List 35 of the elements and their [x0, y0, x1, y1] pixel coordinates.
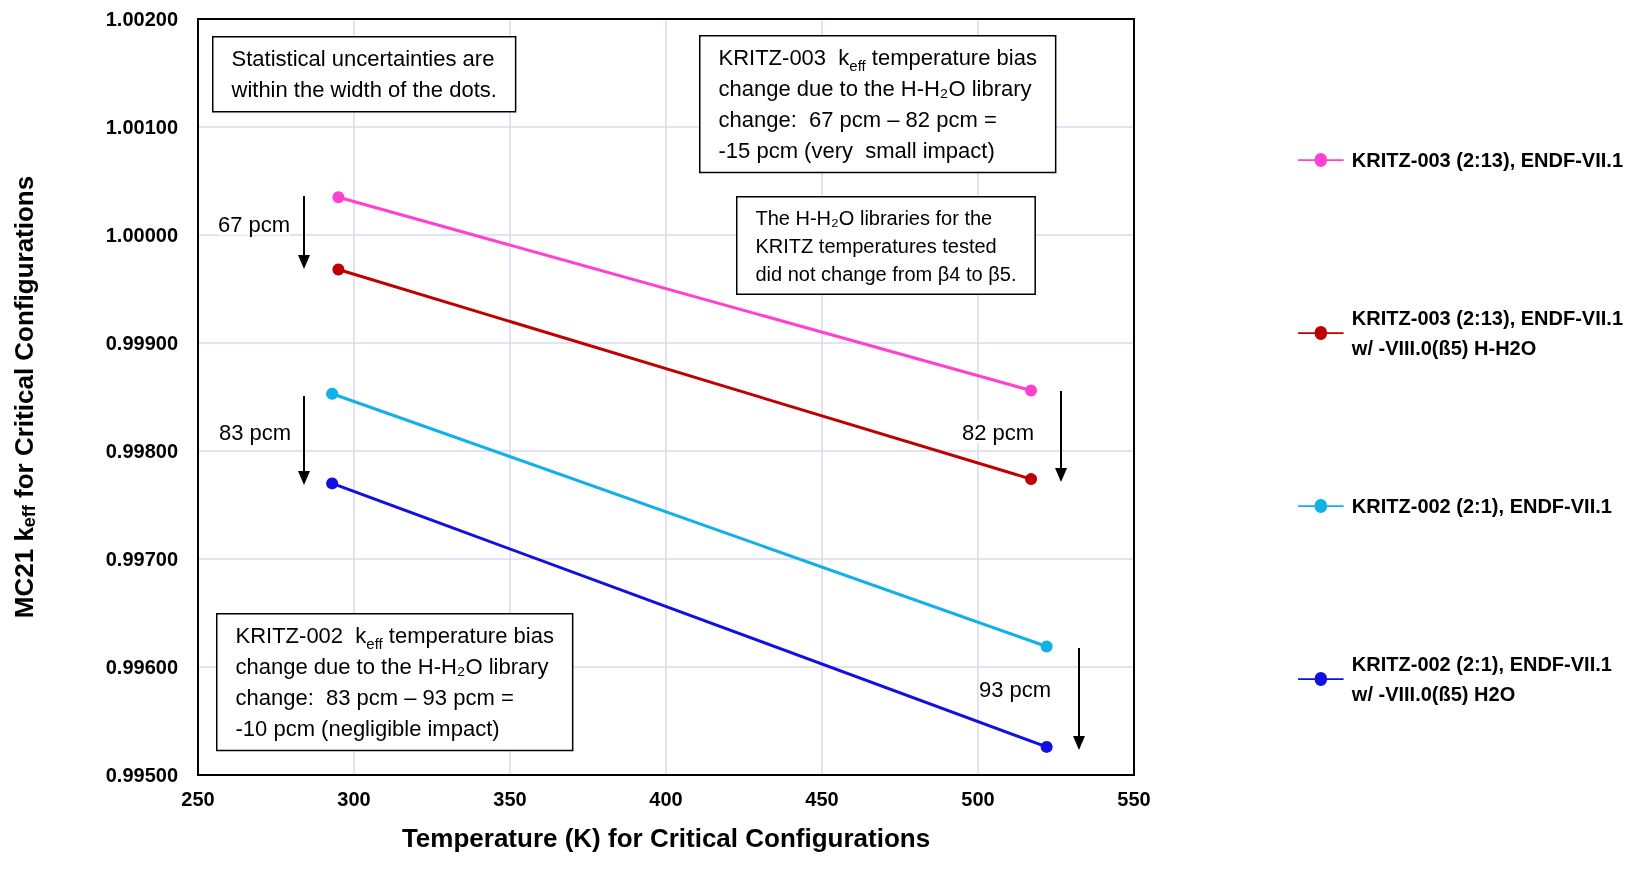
y-axis-title: MC21 keff for Critical Configurations — [9, 175, 40, 619]
x-tick-label: 250 — [181, 788, 215, 810]
y-tick-label: 1.00000 — [105, 224, 178, 246]
y-tick-label: 0.99500 — [105, 764, 178, 786]
y-tick-label: 0.99800 — [105, 440, 178, 462]
point — [326, 477, 339, 490]
point — [1025, 384, 1038, 397]
annotation: Statistical uncertainties are within the width of the dots. — [230, 46, 497, 103]
legend-label: KRITZ-002 (2:1), ENDF-VII.1 — [1351, 495, 1612, 517]
x-tick-label: 400 — [649, 788, 683, 810]
legend-label: KRITZ-003 (2:13), ENDF-VII.1 w/ -VIII.0(ß5) H-H2O — [1350, 307, 1624, 359]
x-tick-label: 550 — [1117, 788, 1151, 810]
point — [332, 263, 345, 276]
annotation: 83 pcm — [218, 419, 292, 445]
x-tick-label: 450 — [805, 788, 839, 810]
y-tick-label: 1.00100 — [105, 116, 178, 138]
y-tick-label: 0.99900 — [105, 332, 178, 354]
x-axis-title: Temperature (K) for Critical Configurations — [401, 823, 931, 853]
point — [326, 387, 339, 400]
y-tick-label: 1.00200 — [105, 8, 178, 30]
x-tick-label: 500 — [961, 788, 995, 810]
point — [1025, 473, 1038, 486]
annotation: 67 pcm — [217, 211, 291, 237]
point — [1040, 740, 1053, 753]
y-tick-label: 0.99700 — [105, 548, 178, 570]
annotation: The H-H₂O libraries for the KRITZ temperatures tested did not change from β4 to β5. — [755, 206, 1017, 285]
point — [332, 191, 345, 204]
legend-label: KRITZ-003 (2:13), ENDF-VII.1 — [1351, 149, 1624, 171]
x-tick-label: 300 — [337, 788, 371, 810]
point — [1040, 640, 1053, 653]
annotation: 82 pcm — [961, 419, 1035, 445]
annotation: 93 pcm — [978, 676, 1052, 702]
legend-label: KRITZ-002 (2:1), ENDF-VII.1 w/ -VIII.0(ß5) H2O — [1350, 653, 1612, 705]
y-tick-label: 0.99600 — [105, 656, 178, 678]
x-tick-label: 350 — [493, 788, 527, 810]
